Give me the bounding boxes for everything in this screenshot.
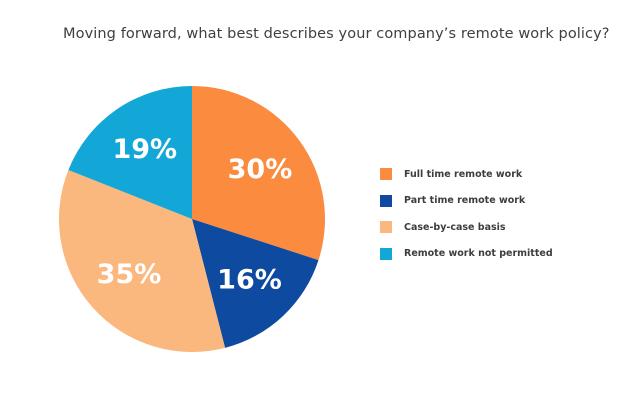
pie-slices — [58, 86, 325, 352]
legend-label: Remote work not permitted — [404, 248, 553, 259]
legend-item: Part time remote work — [380, 194, 610, 208]
legend-swatch — [380, 247, 392, 260]
slice-value-label: 35% — [97, 259, 162, 290]
pie-slice-full-time-remote-work — [192, 86, 325, 261]
slice-value-label: 19% — [112, 134, 177, 165]
legend-item: Full time remote work — [380, 167, 610, 181]
legend-label: Part time remote work — [404, 195, 526, 206]
legend: Full time remote work Part time remote wo… — [380, 167, 610, 273]
legend-label: Full time remote work — [404, 168, 523, 180]
legend-swatch — [380, 168, 392, 180]
legend-item: Case-by-case basis — [380, 220, 610, 234]
legend-swatch — [380, 194, 392, 207]
slice-value-label: 30% — [228, 154, 293, 185]
chart-title: Moving forward, what best describes your… — [63, 26, 610, 42]
legend-label: Case-by-case basis — [404, 221, 506, 233]
slice-value-label: 16% — [217, 265, 282, 296]
pie-slice-remote-work-not-permitted — [68, 86, 192, 219]
legend-swatch — [380, 221, 392, 233]
pie-slice-part-time-remote-work — [192, 219, 319, 348]
legend-item: Remote work not permitted — [380, 247, 610, 261]
pie-value-labels: 30% 16% 35% 19% — [97, 134, 293, 296]
pie-slice-case-by-case-basis — [58, 170, 226, 352]
